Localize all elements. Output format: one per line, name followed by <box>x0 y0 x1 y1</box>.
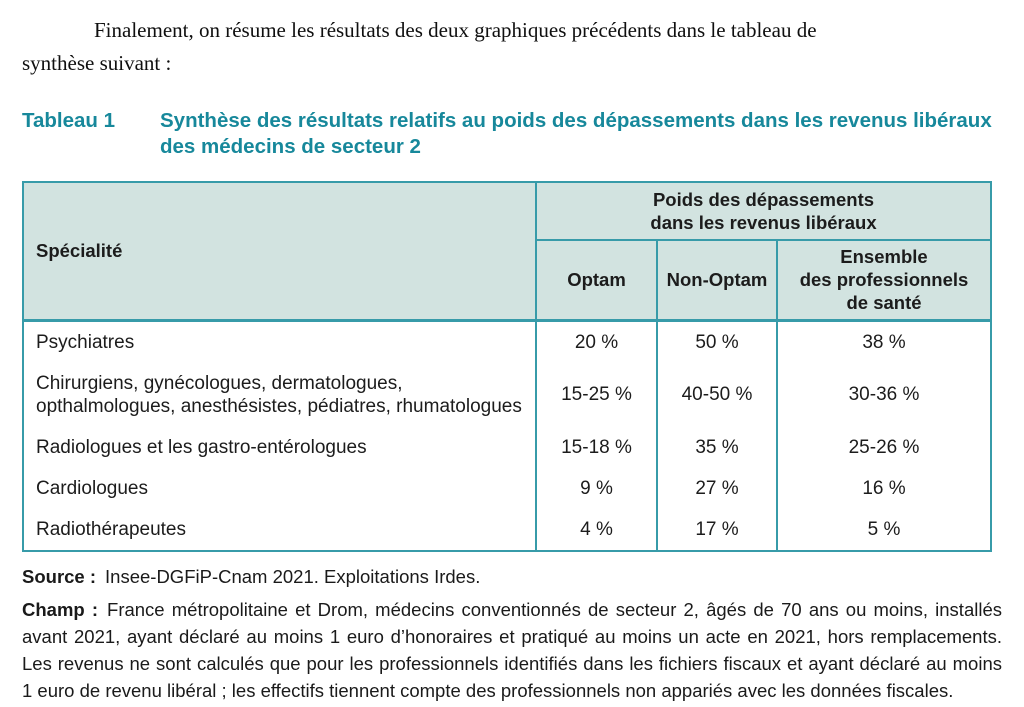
source-note: Source : Insee-DGFiP-Cnam 2021. Exploitat… <box>22 565 1002 589</box>
specialty-cell: Radiologues et les gastro-entérologues <box>22 426 537 468</box>
table-header: Spécialité Poids des dépassements dans l… <box>22 181 993 322</box>
header-row-group: Spécialité Poids des dépassements dans l… <box>22 181 993 322</box>
source-label: Source : <box>22 565 97 587</box>
table-row: Cardiologues 9 % 27 % 16 % <box>22 467 993 509</box>
synthesis-table: Spécialité Poids des dépassements dans l… <box>22 181 993 552</box>
table-row: Radiothérapeutes 4 % 17 % 5 % <box>22 508 993 551</box>
value-cell-non-optam: 50 % <box>656 320 778 363</box>
table-caption: Tableau 1 Synthèse des résultats relatif… <box>22 108 1002 159</box>
specialty-cell: Radiothérapeutes <box>22 508 537 551</box>
header-ensemble: Ensemble des professionnels de santé <box>775 239 993 322</box>
specialty-cell: Chirurgiens, gynécologues, dermatologues… <box>22 362 537 427</box>
value-cell-optam: 15-18 % <box>535 426 658 468</box>
intro-paragraph: Finalement, on résume les résultats des … <box>22 18 817 75</box>
table-row: Psychiatres 20 % 50 % 38 % <box>22 320 993 363</box>
value-cell-ensemble: 25-26 % <box>775 426 993 468</box>
header-row-columns: Optam Non-Optam Ensemble des professionn… <box>23 239 993 322</box>
value-cell-non-optam: 17 % <box>656 508 778 551</box>
champ-label: Champ : <box>22 598 99 620</box>
value-cell-ensemble: 5 % <box>775 508 993 551</box>
value-cell-optam: 4 % <box>535 508 658 551</box>
value-cell-non-optam: 40-50 % <box>656 362 778 427</box>
header-group: Poids des dépassements dans les revenus … <box>534 181 993 241</box>
value-cell-ensemble: 30-36 % <box>775 362 993 427</box>
value-cell-non-optam: 27 % <box>656 467 778 509</box>
table-body: Psychiatres 20 % 50 % 38 % Chirurgiens, … <box>22 320 993 551</box>
specialty-cell: Cardiologues <box>22 467 537 509</box>
specialty-cell: Psychiatres <box>22 320 537 363</box>
value-cell-ensemble: 16 % <box>775 467 993 509</box>
champ-text: France métropolitaine et Drom, médecins … <box>22 598 1002 701</box>
source-text: Insee-DGFiP-Cnam 2021. Exploitations Ird… <box>105 565 481 587</box>
value-cell-ensemble: 38 % <box>775 320 993 363</box>
table-row: Radiologues et les gastro-entérologues 1… <box>22 426 993 468</box>
table-row: Chirurgiens, gynécologues, dermatologues… <box>22 362 993 427</box>
header-non-optam: Non-Optam <box>656 239 778 322</box>
table-caption-title: Synthèse des résultats relatifs au poids… <box>160 109 992 158</box>
table-caption-label: Tableau 1 <box>22 109 116 132</box>
champ-note: Champ : France métropolitaine et Drom, mé… <box>22 596 1002 704</box>
header-optam: Optam <box>535 239 658 322</box>
value-cell-non-optam: 35 % <box>656 426 778 468</box>
value-cell-optam: 9 % <box>535 467 658 509</box>
value-cell-optam: 20 % <box>535 320 658 363</box>
value-cell-optam: 15-25 % <box>535 362 658 427</box>
header-specialty: Spécialité <box>22 181 537 322</box>
